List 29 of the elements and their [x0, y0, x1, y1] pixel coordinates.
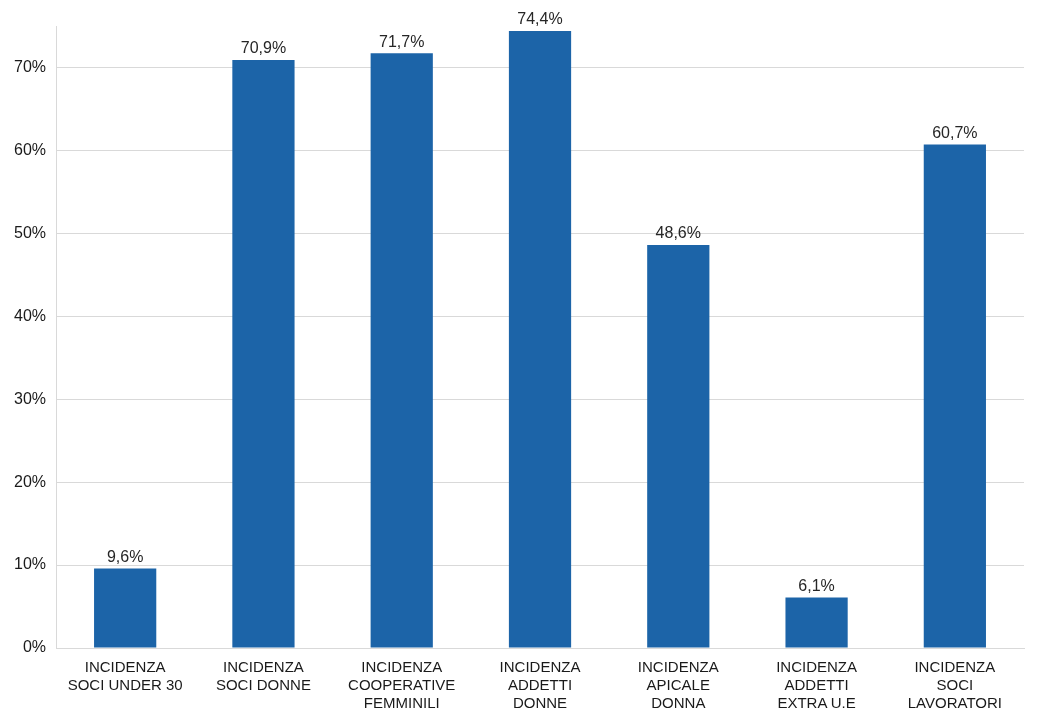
data-label: 60,7% [932, 124, 978, 141]
data-label: 70,9% [240, 39, 287, 57]
x-tick-label: INCIDENZA COOPERATIVE FEMMINILI [348, 658, 456, 712]
bar [232, 60, 295, 648]
y-tick-label: 40% [13, 306, 47, 324]
y-tick-label: 20% [13, 472, 47, 490]
bar [508, 30, 572, 648]
y-tick-label: 30% [13, 389, 47, 407]
y-tick-label: 10% [13, 555, 47, 573]
bar [94, 568, 157, 648]
x-tick-label: INCIDENZA APICALE DONNA [637, 658, 719, 712]
x-tick-label: INCIDENZA ADDETTI EXTRA U.E [776, 658, 857, 712]
y-tick-label: 60% [13, 140, 47, 158]
data-label: 71,7% [379, 32, 425, 50]
x-tick-label: INCIDENZA SOCI UNDER 30 [67, 658, 183, 694]
y-tick-label: 0% [22, 638, 47, 656]
x-tick-label: INCIDENZA ADDETTI DONNE [499, 658, 581, 712]
bar [370, 53, 433, 648]
x-tick-label: INCIDENZA SOCI LAVORATORI [907, 658, 1002, 712]
y-tick-label: 70% [13, 57, 47, 75]
bar [647, 244, 710, 648]
data-label: 6,1% [798, 576, 835, 594]
data-label: 9,6% [106, 547, 144, 565]
data-label: 48,6% [655, 224, 701, 242]
y-tick-label: 50% [13, 223, 47, 241]
x-tick-label: INCIDENZA SOCI DONNE [215, 658, 311, 694]
bar [923, 144, 986, 648]
data-label: 74,4% [517, 10, 563, 28]
bar [785, 597, 848, 648]
